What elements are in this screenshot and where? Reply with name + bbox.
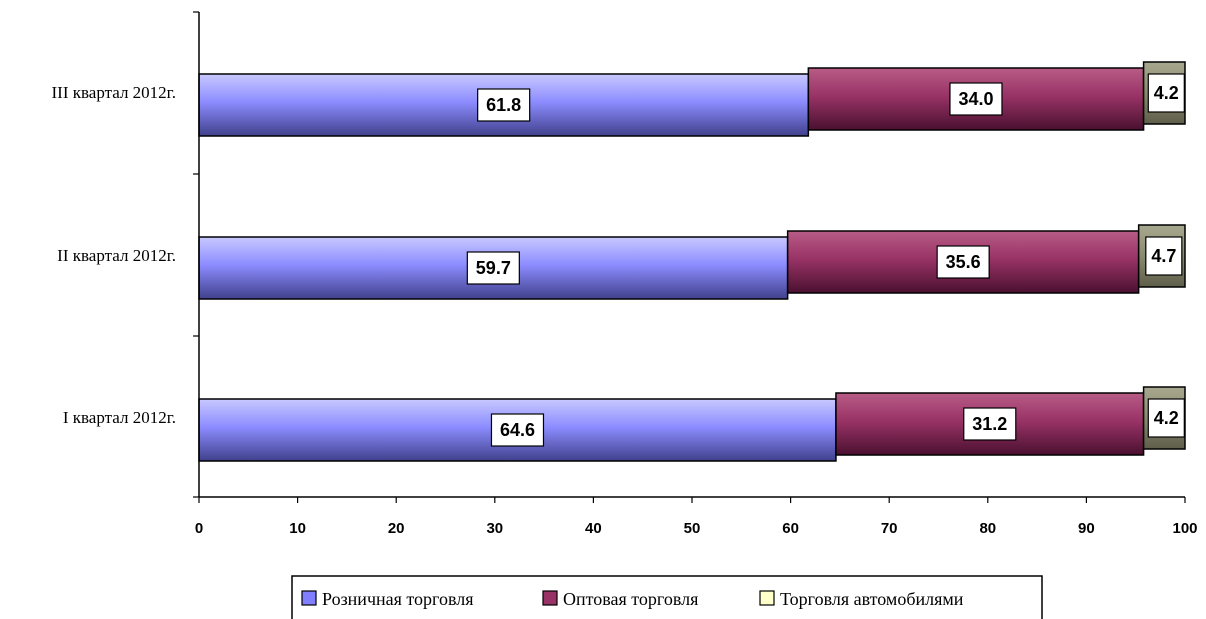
category-label-3: III квартал 2012г. <box>52 83 177 102</box>
legend-label-retail: Розничная торговля <box>322 589 473 609</box>
bars-group <box>198 61 1186 462</box>
data-label-wholesale-1: 31.2 <box>972 414 1007 434</box>
data-label-box <box>466 251 520 285</box>
x-tick-label-10: 10 <box>289 520 306 537</box>
data-label-retail-2: 59.7 <box>476 258 511 278</box>
legend-box <box>291 575 1043 619</box>
x-tick-label-30: 30 <box>486 520 503 537</box>
x-tick-label-90: 90 <box>1078 520 1095 537</box>
category-label-1: I квартал 2012г. <box>63 408 176 427</box>
legend-swatch-auto <box>759 590 775 606</box>
legend: Розничная торговля Оптовая торговля Торгов… <box>291 575 1043 619</box>
bar-wholesale-3 <box>807 67 1145 131</box>
x-tick-label-40: 40 <box>585 520 602 537</box>
legend-label-wholesale: Оптовая торговля <box>563 589 698 609</box>
data-label-retail-1: 64.6 <box>500 420 535 440</box>
x-tick-label-70: 70 <box>881 520 898 537</box>
data-label-wholesale-3: 34.0 <box>958 89 993 109</box>
x-tick-label-60: 60 <box>782 520 799 537</box>
data-label-box <box>936 245 990 279</box>
x-tick-label-0: 0 <box>195 520 203 537</box>
data-label-box <box>1147 398 1185 438</box>
data-label-box <box>1147 73 1185 113</box>
legend-swatch-retail <box>301 590 317 606</box>
data-label-box <box>477 88 531 122</box>
axes-group: I квартал 2012г. II квартал 2012г. III ква… <box>52 11 1198 537</box>
x-tick-label-100: 100 <box>1172 520 1197 537</box>
data-label-wholesale-2: 35.6 <box>946 252 981 272</box>
data-label-box <box>1145 236 1183 276</box>
x-tick-label-80: 80 <box>979 520 996 537</box>
legend-swatch-wholesale <box>542 590 558 606</box>
data-label-box <box>963 407 1017 441</box>
x-tick-label-50: 50 <box>684 520 701 537</box>
data-label-box <box>949 82 1003 116</box>
data-label-retail-3: 61.8 <box>486 95 521 115</box>
data-label-auto-3: 4.2 <box>1154 83 1179 103</box>
data-label-auto-1: 4.2 <box>1154 408 1179 428</box>
category-label-2: II квартал 2012г. <box>57 246 176 265</box>
data-labels-group: 64.6 31.2 4.2 59.7 35.6 4.7 61.8 34.0 4.2 <box>466 73 1185 447</box>
data-label-auto-2: 4.7 <box>1151 246 1176 266</box>
x-tick-label-20: 20 <box>388 520 405 537</box>
legend-label-auto: Торговля автомобилями <box>780 589 964 609</box>
data-label-box <box>490 413 545 447</box>
